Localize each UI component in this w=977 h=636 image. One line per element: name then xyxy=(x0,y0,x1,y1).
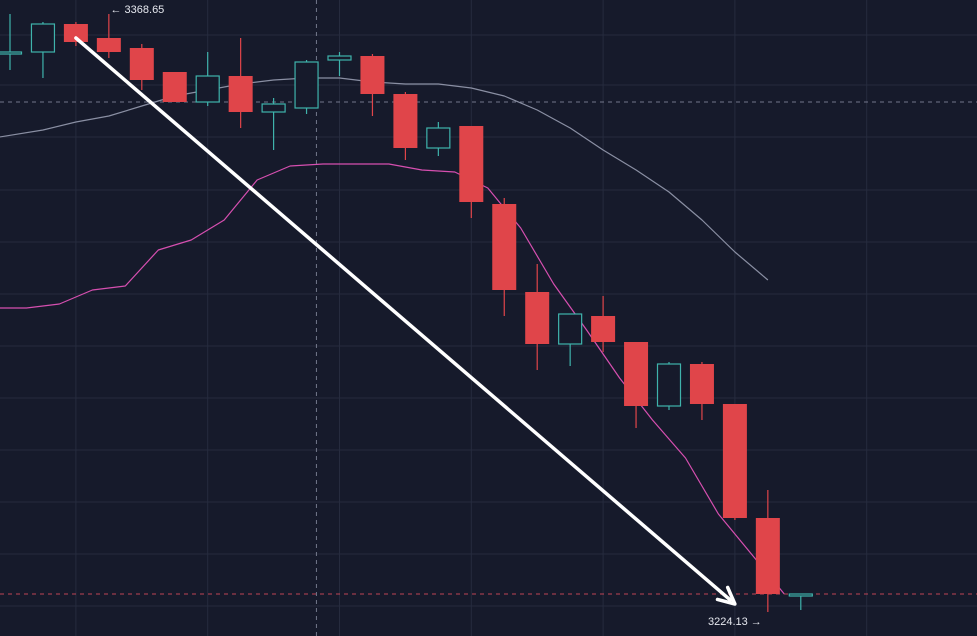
moving-average-gray-line xyxy=(0,77,769,281)
price-annotation-label: ← 3368.65 xyxy=(110,4,164,16)
moving-average-pink-line xyxy=(0,163,785,595)
candle-body xyxy=(162,72,187,102)
candle-body xyxy=(393,94,418,148)
bearish-candle xyxy=(360,54,385,116)
candle-body xyxy=(426,127,451,149)
bullish-candle xyxy=(327,52,352,76)
candle-body xyxy=(722,404,747,518)
bearish-candle xyxy=(722,404,747,520)
bearish-candle xyxy=(624,342,649,428)
candle-body xyxy=(492,204,517,290)
candles xyxy=(0,14,813,612)
candle-body xyxy=(689,364,714,404)
price-annotation-label: 3224.13 → xyxy=(708,616,762,628)
bullish-candle xyxy=(656,362,682,410)
candle-body xyxy=(624,342,649,406)
candle-body xyxy=(0,51,23,55)
candle-body xyxy=(788,593,813,597)
bearish-candle xyxy=(96,14,121,58)
annotations: ← 3368.65 3224.13 → xyxy=(110,4,761,628)
candle-body xyxy=(656,363,682,407)
candle-body xyxy=(558,313,583,345)
bearish-candle xyxy=(525,264,550,370)
candle-body xyxy=(96,38,121,52)
bullish-candle xyxy=(195,52,220,106)
moving-averages xyxy=(0,77,785,595)
trend-arrow-head[interactable] xyxy=(715,585,737,606)
candle-body xyxy=(525,292,550,344)
candle-body xyxy=(294,61,319,109)
bearish-candle xyxy=(63,22,88,46)
bullish-candle xyxy=(0,14,23,70)
candle-body xyxy=(63,24,88,42)
candle-body xyxy=(129,48,154,80)
candle-body xyxy=(459,126,484,202)
candle-body xyxy=(228,76,253,112)
bearish-candle xyxy=(459,126,484,218)
bearish-candle xyxy=(492,198,517,316)
bearish-candle xyxy=(393,92,418,160)
bullish-candle xyxy=(558,313,583,366)
candle-body xyxy=(591,316,616,342)
bearish-candle xyxy=(689,362,714,420)
candle-body xyxy=(327,55,352,61)
bearish-candle xyxy=(129,44,154,90)
bearish-candle xyxy=(755,490,780,612)
candle-body xyxy=(30,23,56,53)
bullish-candle xyxy=(261,98,286,150)
bullish-candle xyxy=(30,22,56,78)
trend-arrow[interactable] xyxy=(74,36,737,606)
bullish-candle xyxy=(426,122,451,156)
bearish-candle xyxy=(228,38,253,128)
bullish-candle xyxy=(294,60,319,114)
trend-arrow-shaft[interactable] xyxy=(74,36,733,602)
bearish-candle xyxy=(591,296,616,352)
candle-body xyxy=(755,518,780,594)
bearish-candle xyxy=(162,72,187,102)
candle-body xyxy=(195,75,220,103)
bullish-candle xyxy=(788,593,813,610)
candle-body xyxy=(261,103,286,113)
candle-body xyxy=(360,56,385,94)
